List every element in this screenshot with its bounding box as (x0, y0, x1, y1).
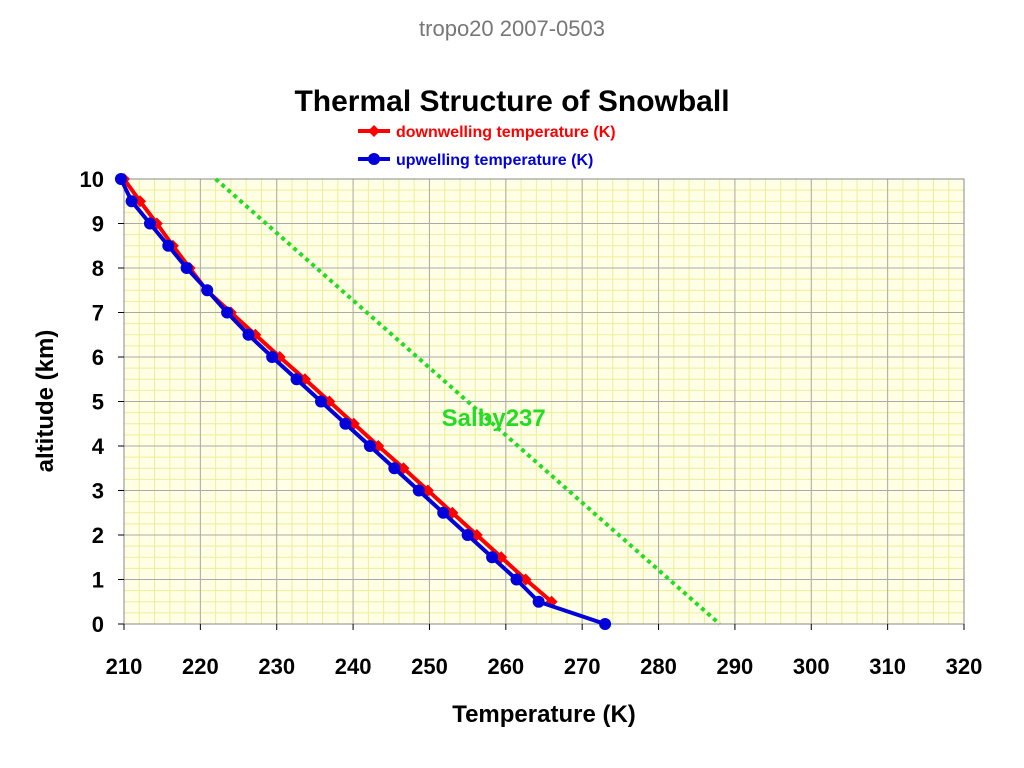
y-tick-label: 0 (92, 612, 104, 637)
x-tick-label: 230 (258, 654, 295, 679)
x-tick-label: 290 (717, 654, 754, 679)
y-tick-label: 2 (92, 523, 104, 548)
legend-label-upwelling: upwelling temperature (K) (396, 152, 593, 169)
upwelling-point (510, 573, 523, 586)
annotation-salby237: Salby237 (442, 405, 546, 432)
upwelling-point (114, 173, 127, 185)
y-tick-label: 9 (92, 212, 104, 237)
reference-line-line (214, 177, 721, 626)
legend-marker-upwelling (368, 153, 380, 165)
upwelling-point (290, 373, 303, 386)
legend-label-downwelling: downwelling temperature (K) (396, 124, 616, 141)
upwelling-point (486, 551, 499, 564)
y-tick-label: 1 (92, 568, 104, 593)
upwelling-point (201, 284, 214, 297)
y-tick-label: 8 (92, 256, 104, 281)
upwelling-series (114, 173, 612, 630)
y-axis-ticks: 0 1 2 3 4 5 6 7 8 9 10 (80, 167, 124, 637)
x-tick-label: 270 (564, 654, 601, 679)
upwelling-point (363, 440, 376, 452)
upwelling-point (388, 462, 401, 475)
series-layer (114, 173, 721, 630)
upwelling-point (461, 529, 474, 541)
x-axis-ticks: 210 220 230 240 250 260 270 280 290 300 310 320 (106, 624, 983, 679)
x-tick-label: 240 (335, 654, 372, 679)
y-tick-label: 5 (92, 390, 104, 415)
x-tick-label: 280 (640, 654, 677, 679)
legend-marker-downwelling (368, 125, 380, 137)
y-tick-label: 7 (92, 301, 104, 326)
upwelling-point (266, 351, 279, 363)
x-tick-label: 300 (793, 654, 830, 679)
x-tick-label: 220 (182, 654, 219, 679)
chart-title: Thermal Structure of Snowball (294, 85, 729, 118)
y-tick-label: 4 (92, 434, 105, 459)
upwelling-point (242, 328, 255, 341)
x-tick-label: 250 (411, 654, 448, 679)
upwelling-point (315, 395, 328, 408)
y-tick-label: 3 (92, 479, 104, 504)
x-tick-label: 320 (946, 654, 983, 679)
upwelling-point (599, 618, 612, 630)
upwelling-point (143, 217, 156, 230)
downwelling-series-line (122, 177, 553, 604)
slide-header: tropo20 2007-0503 (419, 16, 605, 41)
x-tick-label: 210 (106, 654, 143, 679)
legend: downwelling temperature (K) upwelling te… (358, 124, 616, 169)
annotation-layer: Salby237 (442, 405, 546, 432)
upwelling-point (437, 506, 450, 519)
y-tick-label: 6 (92, 345, 104, 370)
y-axis-label: altitude (km) (32, 330, 59, 473)
upwelling-point (532, 595, 545, 608)
y-tick-label: 10 (80, 167, 104, 192)
x-tick-label: 260 (487, 654, 524, 679)
downwelling-point (134, 195, 147, 208)
upwelling-point (180, 262, 193, 274)
grid-major (123, 178, 965, 625)
downwelling-point (519, 573, 532, 586)
x-tick-label: 310 (869, 654, 906, 679)
x-axis-label: Temperature (K) (452, 701, 636, 728)
upwelling-point (339, 417, 352, 430)
upwelling-point (125, 195, 138, 208)
reference-line (214, 177, 721, 626)
upwelling-point (412, 484, 425, 497)
upwelling-point (221, 306, 234, 319)
upwelling-point (162, 239, 175, 252)
